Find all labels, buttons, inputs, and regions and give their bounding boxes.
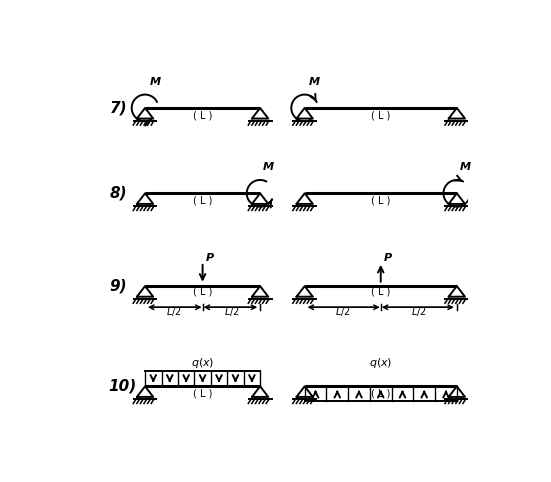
Text: M: M bbox=[149, 77, 161, 87]
Text: M: M bbox=[309, 77, 320, 87]
Text: $L/2$: $L/2$ bbox=[411, 306, 426, 319]
Text: ( L ): ( L ) bbox=[193, 388, 212, 399]
Text: ( L ): ( L ) bbox=[193, 110, 212, 120]
Text: M: M bbox=[460, 162, 471, 172]
Text: ( L ): ( L ) bbox=[371, 196, 391, 206]
Text: $L/2$: $L/2$ bbox=[224, 306, 239, 319]
Text: ( L ): ( L ) bbox=[371, 388, 391, 399]
Text: P: P bbox=[206, 253, 214, 263]
Text: $q(x)$: $q(x)$ bbox=[191, 356, 214, 370]
Text: 7): 7) bbox=[110, 100, 127, 116]
Text: ( L ): ( L ) bbox=[193, 196, 212, 206]
Text: ( L ): ( L ) bbox=[193, 286, 212, 296]
Text: $L/2$: $L/2$ bbox=[335, 306, 350, 319]
Text: 10): 10) bbox=[108, 379, 136, 394]
Text: 9): 9) bbox=[110, 279, 127, 294]
Text: $q(x)$: $q(x)$ bbox=[369, 356, 392, 370]
Text: $L/2$: $L/2$ bbox=[166, 306, 182, 319]
Text: ( L ): ( L ) bbox=[371, 286, 391, 296]
Text: M: M bbox=[263, 162, 274, 172]
Text: ( L ): ( L ) bbox=[371, 110, 391, 120]
Text: 8): 8) bbox=[110, 186, 127, 201]
Text: P: P bbox=[383, 253, 392, 263]
